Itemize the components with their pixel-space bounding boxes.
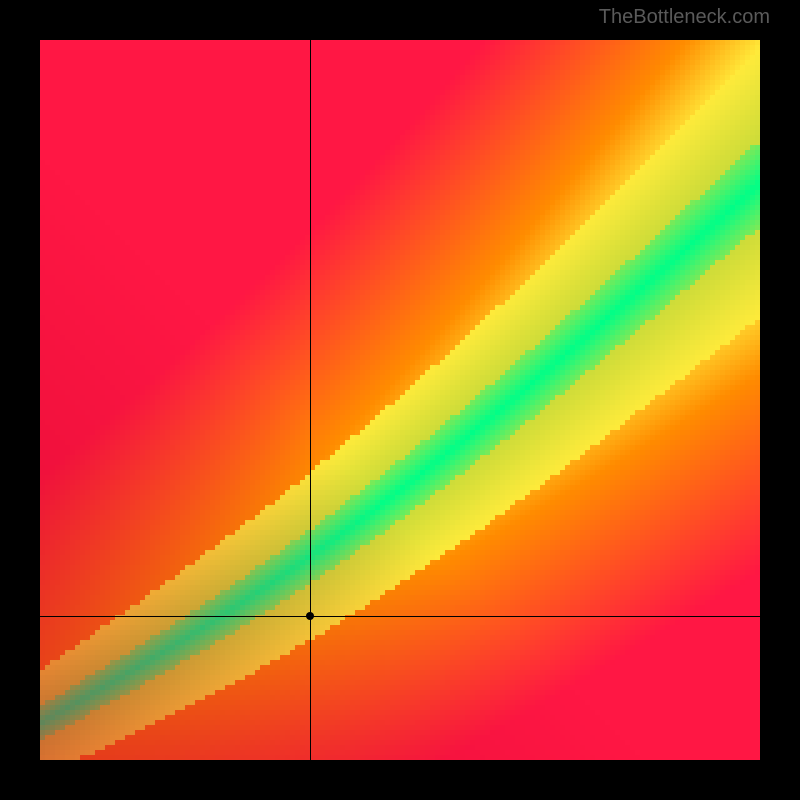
watermark-text: TheBottleneck.com	[599, 6, 770, 29]
crosshair-marker	[306, 612, 314, 620]
plot-area	[40, 40, 760, 760]
crosshair-vertical	[310, 40, 311, 760]
crosshair-horizontal	[40, 616, 760, 617]
heatmap-canvas	[40, 40, 760, 760]
